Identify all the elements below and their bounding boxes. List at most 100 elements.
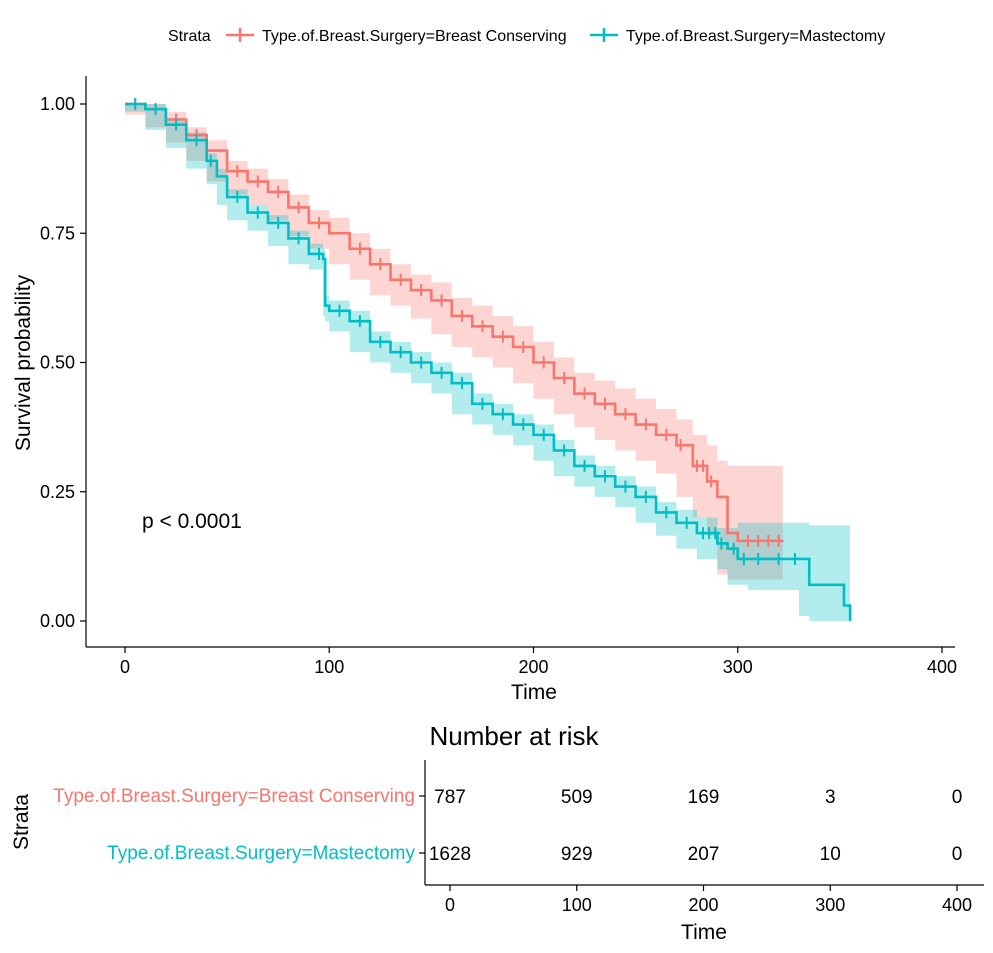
risk-count-cell: 787: [434, 787, 466, 808]
censor-mark: [599, 470, 610, 483]
censor-mark: [395, 273, 406, 286]
risk-row-label-breast-conserving: Type.of.Breast.Surgery=Breast Conserving: [53, 786, 415, 807]
censor-mark: [559, 372, 570, 385]
censor-mark: [773, 534, 784, 547]
censor-mark: [205, 154, 216, 167]
risk-count-cell: 0: [952, 844, 963, 865]
censor-mark: [579, 387, 590, 400]
x-tick-label: 100: [314, 657, 344, 677]
x-tick-label: 400: [927, 657, 957, 677]
ci-band-mastectomy: [125, 104, 851, 621]
censor-mark: [753, 552, 764, 565]
censor-mark: [599, 397, 610, 410]
censor-mark: [252, 175, 263, 188]
censor-mark: [497, 408, 508, 421]
censor-mark: [150, 103, 161, 116]
risk-count-cell: 1628: [429, 844, 471, 865]
main-axes: [85, 76, 955, 648]
censor-mark: [773, 552, 784, 565]
legend: Strata Type.of.Breast.Surgery=Breast Con…: [168, 28, 885, 45]
censor-mark: [436, 366, 447, 379]
risk-x-tick-label: 200: [688, 895, 718, 915]
censor-mark: [681, 516, 692, 529]
censor-mark: [728, 542, 739, 555]
censor-mark: [293, 232, 304, 245]
censor-mark: [375, 258, 386, 271]
censor-mark: [640, 418, 651, 431]
risk-table-title: Number at risk: [429, 721, 599, 751]
censor-mark: [416, 284, 427, 297]
censor-mark: [477, 397, 488, 410]
censor-mark: [661, 506, 672, 519]
censor-mark: [538, 428, 549, 441]
risk-x-tick-label: 400: [942, 895, 972, 915]
risk-table-y-title: Strata: [10, 794, 33, 850]
risk-count-cell: 207: [688, 844, 720, 865]
censor-mark: [518, 340, 529, 353]
censor-mark: [354, 242, 365, 255]
y-tick-label: 0.50: [40, 353, 75, 373]
legend-title: Strata: [168, 28, 211, 45]
censor-mark: [497, 330, 508, 343]
censor-mark: [273, 216, 284, 229]
risk-table-axes: [424, 760, 984, 886]
y-tick-label: 0.25: [40, 482, 75, 502]
censor-mark: [273, 185, 284, 198]
censor-mark: [232, 191, 243, 204]
risk-count-cell: 0: [952, 787, 963, 808]
risk-count-cell: 169: [688, 787, 720, 808]
survival-plot-area: [125, 98, 852, 621]
censor-mark: [620, 480, 631, 493]
censor-mark: [789, 552, 800, 565]
censor-mark: [742, 534, 753, 547]
censor-mark: [436, 294, 447, 307]
y-tick-label: 0.75: [40, 223, 75, 243]
censor-mark: [477, 320, 488, 333]
legend-label-breast-conserving: Type.of.Breast.Surgery=Breast Conserving: [262, 28, 567, 45]
censor-mark: [334, 304, 345, 317]
legend-key-breast-conserving: [226, 28, 254, 42]
censor-mark: [232, 165, 243, 178]
censor-mark: [416, 356, 427, 369]
censor-mark: [763, 534, 774, 547]
risk-row-label-mastectomy: Type.of.Breast.Surgery=Mastectomy: [107, 843, 415, 864]
censor-mark: [314, 216, 325, 229]
censor-mark: [395, 346, 406, 359]
risk-x-tick-label: 300: [815, 895, 845, 915]
censor-mark: [620, 408, 631, 421]
censor-mark: [716, 537, 727, 550]
censor-mark: [191, 134, 202, 147]
legend-key-mastectomy: [590, 28, 618, 42]
risk-count-cell: 509: [561, 787, 593, 808]
censor-mark: [753, 534, 764, 547]
risk-table-x-title: Time: [681, 921, 727, 944]
risk-count-cell: 929: [561, 844, 593, 865]
censor-mark: [738, 552, 749, 565]
x-tick-label: 300: [723, 657, 753, 677]
censor-mark: [252, 206, 263, 219]
x-axis-ticks: 0 100 200 300 400: [120, 647, 957, 677]
censor-mark: [706, 475, 717, 488]
risk-table-x-ticks: 0 100 200 300 400: [445, 885, 972, 915]
censor-mark: [375, 335, 386, 348]
censor-mark: [559, 444, 570, 457]
censor-mark: [518, 418, 529, 431]
y-tick-label: 1.00: [40, 94, 75, 114]
x-tick-label: 200: [518, 657, 548, 677]
p-value-annotation: p < 0.0001: [142, 510, 242, 533]
y-axis-ticks: 0.00 0.25 0.50 0.75 1.00: [40, 94, 86, 631]
x-axis-title: Time: [511, 681, 557, 704]
censor-mark: [640, 490, 651, 503]
censor-mark: [354, 315, 365, 328]
censor-mark: [457, 377, 468, 390]
risk-table-rows: Type.of.Breast.Surgery=Breast Conserving…: [53, 786, 962, 865]
censor-mark: [698, 459, 709, 472]
risk-count-cell: 3: [825, 787, 836, 808]
censor-mark: [457, 309, 468, 322]
risk-x-tick-label: 100: [562, 895, 592, 915]
censor-mark: [293, 201, 304, 214]
censor-mark: [314, 247, 325, 260]
censor-mark: [538, 356, 549, 369]
censor-mark: [710, 527, 721, 540]
censor-mark: [661, 428, 672, 441]
